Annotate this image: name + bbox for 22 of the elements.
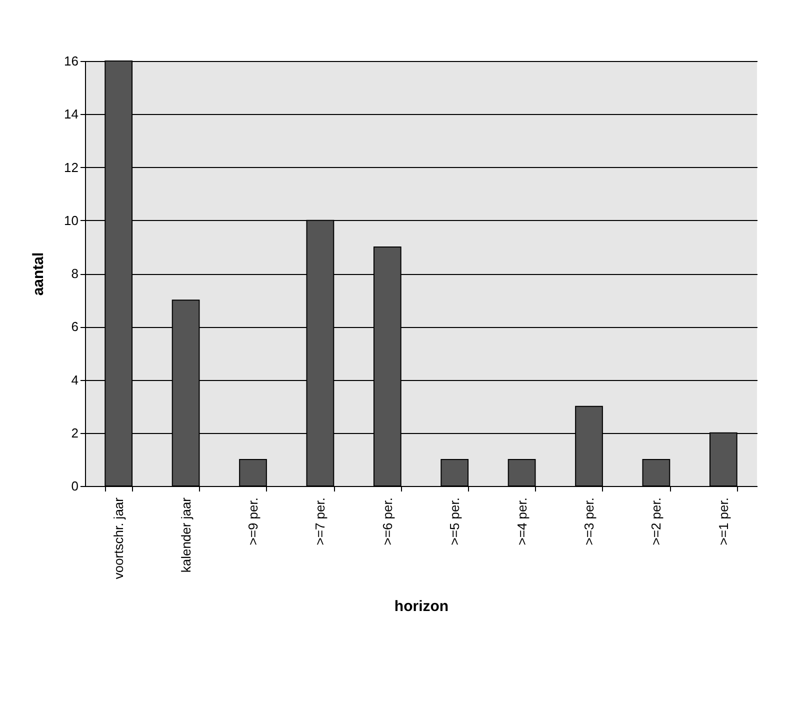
x-tick-label: >=6 per. (380, 498, 395, 546)
y-tick-label: 8 (71, 266, 78, 281)
x-tick-label: >=7 per. (312, 498, 328, 546)
x-tick-label: >=2 per. (648, 498, 664, 546)
x-tick-label: >=5 per. (447, 498, 462, 546)
x-tick-label: >=1 per. (716, 498, 731, 546)
x-tick-label: >=4 per. (514, 498, 530, 546)
x-tick-label: kalender jaar (178, 496, 194, 573)
y-tick-label: 14 (64, 106, 78, 122)
x-tick-label: >=9 per. (246, 498, 260, 546)
y-tick-label: 0 (71, 478, 78, 494)
y-tick-label: 12 (64, 160, 78, 175)
y-tick-label: 10 (64, 212, 78, 228)
x-tick-label: >=3 per. (582, 498, 596, 546)
y-tick-label: 2 (71, 425, 78, 440)
bar (642, 458, 670, 486)
x-axis-title: horizon (394, 598, 449, 616)
y-tick-label: 16 (64, 54, 78, 68)
y-axis-title: aantal (30, 252, 48, 296)
x-tick-label: voortschr. jaar (111, 496, 126, 580)
y-tick-label: 6 (71, 319, 78, 334)
y-tick-label: 4 (71, 372, 78, 388)
